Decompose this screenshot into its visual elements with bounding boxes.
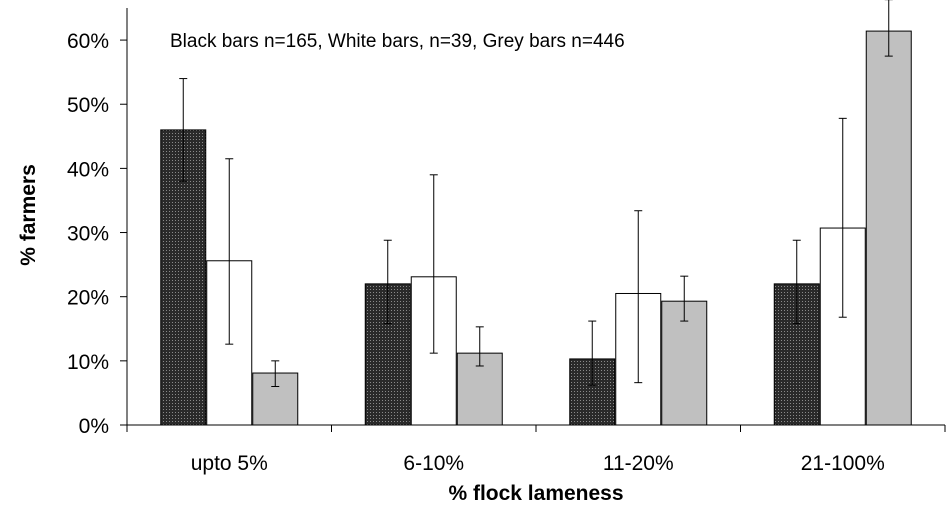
x-tick-label: 11-20% — [603, 452, 674, 475]
y-tick-label: 40% — [67, 158, 109, 181]
y-axis-title: % farmers — [17, 164, 40, 266]
x-tick-label: upto 5% — [191, 452, 268, 475]
y-tick-label: 10% — [67, 351, 109, 374]
y-tick-label: 50% — [67, 94, 109, 117]
sample-size-annotation: Black bars n=165, White bars, n=39, Grey… — [170, 31, 625, 52]
y-tick-label: 60% — [67, 30, 109, 53]
x-tick-label: 21-100% — [801, 452, 885, 475]
bars — [160, 30, 912, 426]
x-axis-title: % flock lameness — [448, 482, 623, 505]
y-tick-label: 20% — [67, 287, 109, 310]
bar — [661, 300, 708, 426]
y-tick-label: 30% — [67, 223, 109, 246]
x-tick-label: 6-10% — [403, 452, 464, 475]
x-axis-ticks: upto 5% 6-10% 11-20% 21-100% — [126, 425, 946, 475]
y-axis-ticks: 0% 10% 20% 30% 40% 50% 60% — [67, 30, 127, 438]
bar — [865, 30, 912, 426]
y-tick-label: 0% — [79, 415, 109, 438]
error-bars — [179, 0, 893, 388]
